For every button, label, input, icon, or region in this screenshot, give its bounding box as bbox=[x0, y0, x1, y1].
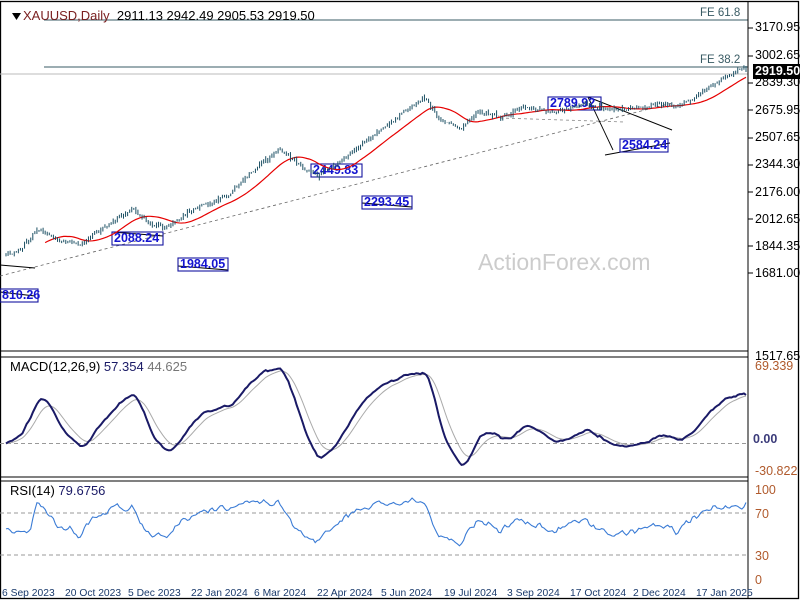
svg-text:810.26: 810.26 bbox=[2, 288, 40, 302]
svg-text:2584.24: 2584.24 bbox=[622, 138, 667, 152]
svg-text:2088.24: 2088.24 bbox=[114, 231, 159, 245]
svg-text:1984.05: 1984.05 bbox=[180, 257, 225, 271]
svg-text:2293.45: 2293.45 bbox=[364, 195, 409, 209]
